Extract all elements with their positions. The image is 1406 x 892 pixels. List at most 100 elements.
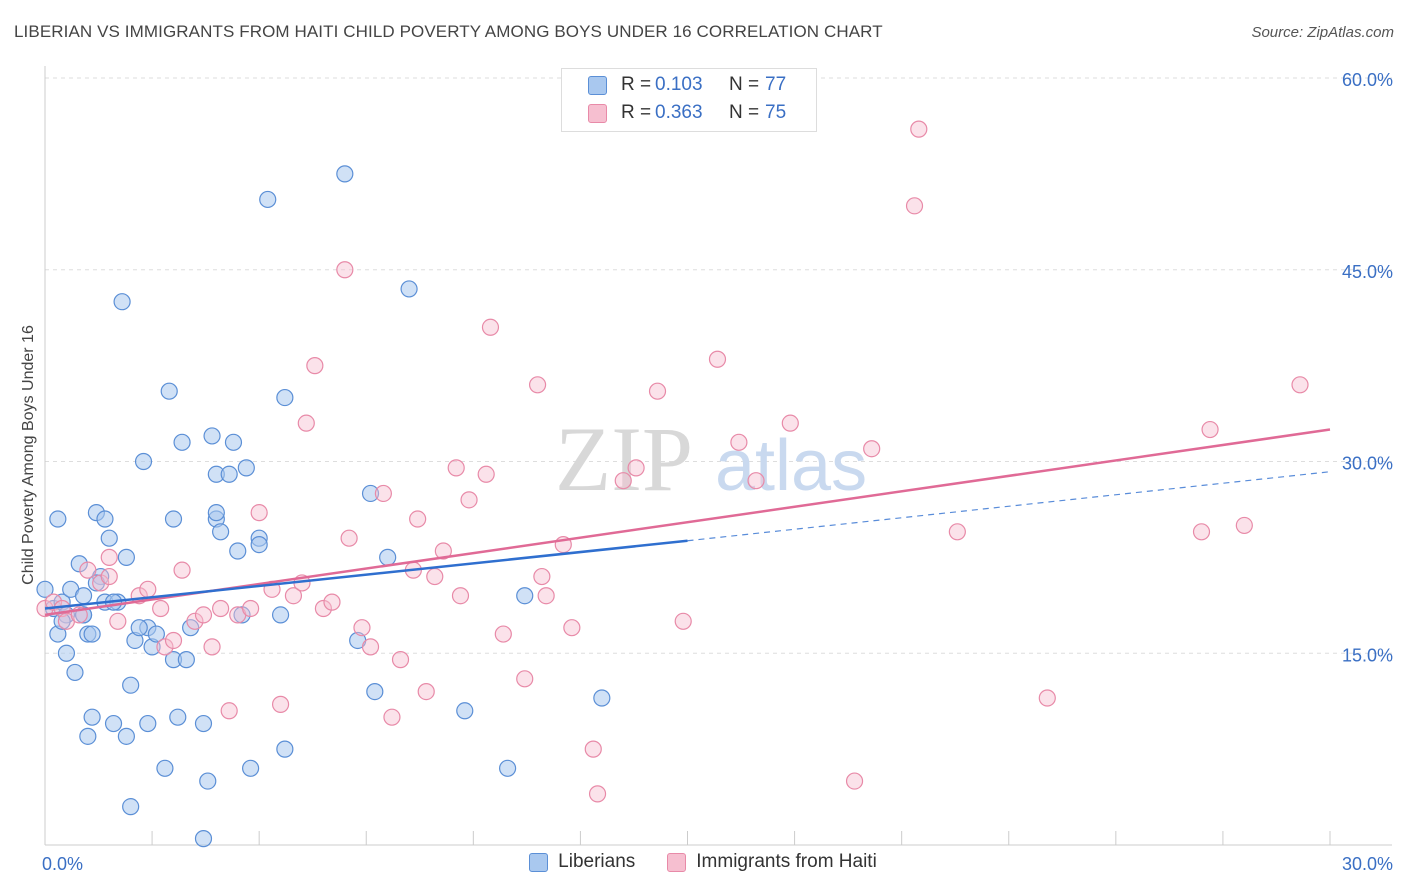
legend-item-liberians[interactable]: Liberians — [529, 851, 635, 873]
watermark: ZIP atlas — [555, 408, 867, 510]
liberians-point — [456, 702, 474, 720]
liberians-point — [122, 676, 140, 694]
haiti-point — [426, 567, 444, 586]
haiti-point — [537, 587, 555, 605]
haiti-point — [173, 561, 191, 579]
liberians-point — [199, 772, 217, 790]
haiti-point — [948, 523, 966, 541]
legend-row-haiti: R = 0.363 N = 75 — [588, 100, 786, 126]
haiti-swatch — [588, 103, 607, 123]
haiti-legend-swatch — [667, 852, 687, 872]
liberians-point — [250, 535, 268, 554]
x-tick-label: 0.0% — [42, 854, 83, 874]
liberians-point — [336, 165, 354, 183]
liberians-points — [36, 165, 611, 848]
haiti-point — [614, 472, 632, 490]
liberians-point — [74, 587, 93, 605]
liberians-point — [366, 682, 384, 701]
haiti-point — [1291, 376, 1309, 394]
watermark-atlas: atlas — [715, 426, 867, 506]
liberians-point — [83, 625, 101, 643]
haiti-point — [374, 484, 392, 503]
watermark-zip: ZIP — [555, 408, 693, 510]
haiti-point — [481, 318, 500, 336]
haiti-point — [417, 682, 435, 701]
tick-labels: 15.0% 30.0% 45.0% 60.0% 0.0% 30.0% — [42, 70, 1393, 874]
haiti-point — [409, 510, 427, 528]
liberians-point — [173, 433, 191, 451]
r-label: R = — [621, 74, 652, 95]
haiti-point — [212, 599, 230, 618]
haiti-point — [434, 542, 452, 560]
haiti-point — [447, 459, 465, 477]
haiti-point — [100, 567, 118, 586]
haiti-point — [383, 708, 401, 726]
haiti-point — [271, 695, 290, 713]
liberians-point — [117, 727, 135, 745]
haiti-point — [494, 625, 512, 643]
liberians-point — [276, 740, 294, 758]
liberians-point — [156, 759, 174, 777]
haiti-point — [186, 612, 204, 630]
liberians-point — [139, 714, 157, 733]
liberians-point — [516, 587, 534, 605]
haiti-point — [100, 548, 118, 566]
legend-item-haiti[interactable]: Immigrants from Haiti — [667, 851, 877, 873]
haiti-point — [336, 261, 354, 279]
haiti-point — [905, 197, 924, 215]
liberians-point — [276, 388, 294, 407]
haiti-point — [563, 619, 581, 637]
source-label: Source: ZipAtlas.com — [1251, 24, 1394, 41]
liberians-point — [49, 510, 67, 528]
liberians-point — [237, 459, 255, 477]
haiti-point — [910, 120, 928, 138]
y-axis-label: Child Poverty Among Boys Under 16 — [20, 325, 37, 585]
haiti-point — [460, 491, 478, 509]
axes — [44, 66, 1392, 846]
haiti-point — [781, 414, 799, 432]
y-tick-label: 30.0% — [1342, 454, 1393, 474]
r-value: 0.103 — [655, 74, 703, 95]
liberians-point — [100, 529, 118, 547]
liberians-point — [379, 548, 397, 566]
haiti-point — [747, 472, 765, 490]
haiti-point — [314, 599, 333, 618]
liberians-point — [400, 280, 418, 298]
haiti-point — [297, 414, 315, 432]
liberians-point — [160, 382, 178, 400]
correlation-legend: R = 0.103 N = 77 R = 0.363 N = 75 — [561, 68, 817, 132]
y-tick-label: 60.0% — [1342, 70, 1393, 90]
liberians-swatch — [588, 75, 607, 95]
trend-lines — [44, 428, 1331, 617]
n-value: 75 — [765, 102, 787, 123]
haiti-point — [730, 433, 748, 451]
liberians-point — [224, 433, 243, 451]
liberians-point — [169, 708, 187, 726]
liberians-point — [361, 484, 380, 503]
haiti-point — [1235, 516, 1253, 535]
haiti-point — [528, 376, 547, 394]
haiti-point — [353, 619, 371, 637]
haiti-point — [627, 459, 645, 477]
n-value: 77 — [765, 74, 787, 95]
haiti-point — [391, 651, 410, 669]
liberians-point — [83, 708, 101, 726]
liberians-legend-label: Liberians — [558, 851, 636, 872]
liberians-point — [79, 727, 97, 745]
n-label: N = — [729, 74, 760, 95]
haiti-point — [250, 504, 268, 522]
liberians-point — [134, 452, 153, 471]
haiti-trend-line — [44, 428, 1331, 617]
haiti-point — [92, 574, 110, 592]
liberians-point — [194, 830, 213, 848]
haiti-point — [648, 382, 667, 400]
haiti-point — [164, 631, 183, 650]
legend-row-liberians: R = 0.103 N = 77 — [588, 72, 786, 98]
r-label: R = — [621, 102, 652, 123]
haiti-point — [139, 580, 157, 598]
liberians-point — [130, 619, 148, 637]
liberians-point — [117, 548, 135, 566]
liberians-point — [104, 714, 123, 733]
liberians-point — [194, 714, 213, 733]
